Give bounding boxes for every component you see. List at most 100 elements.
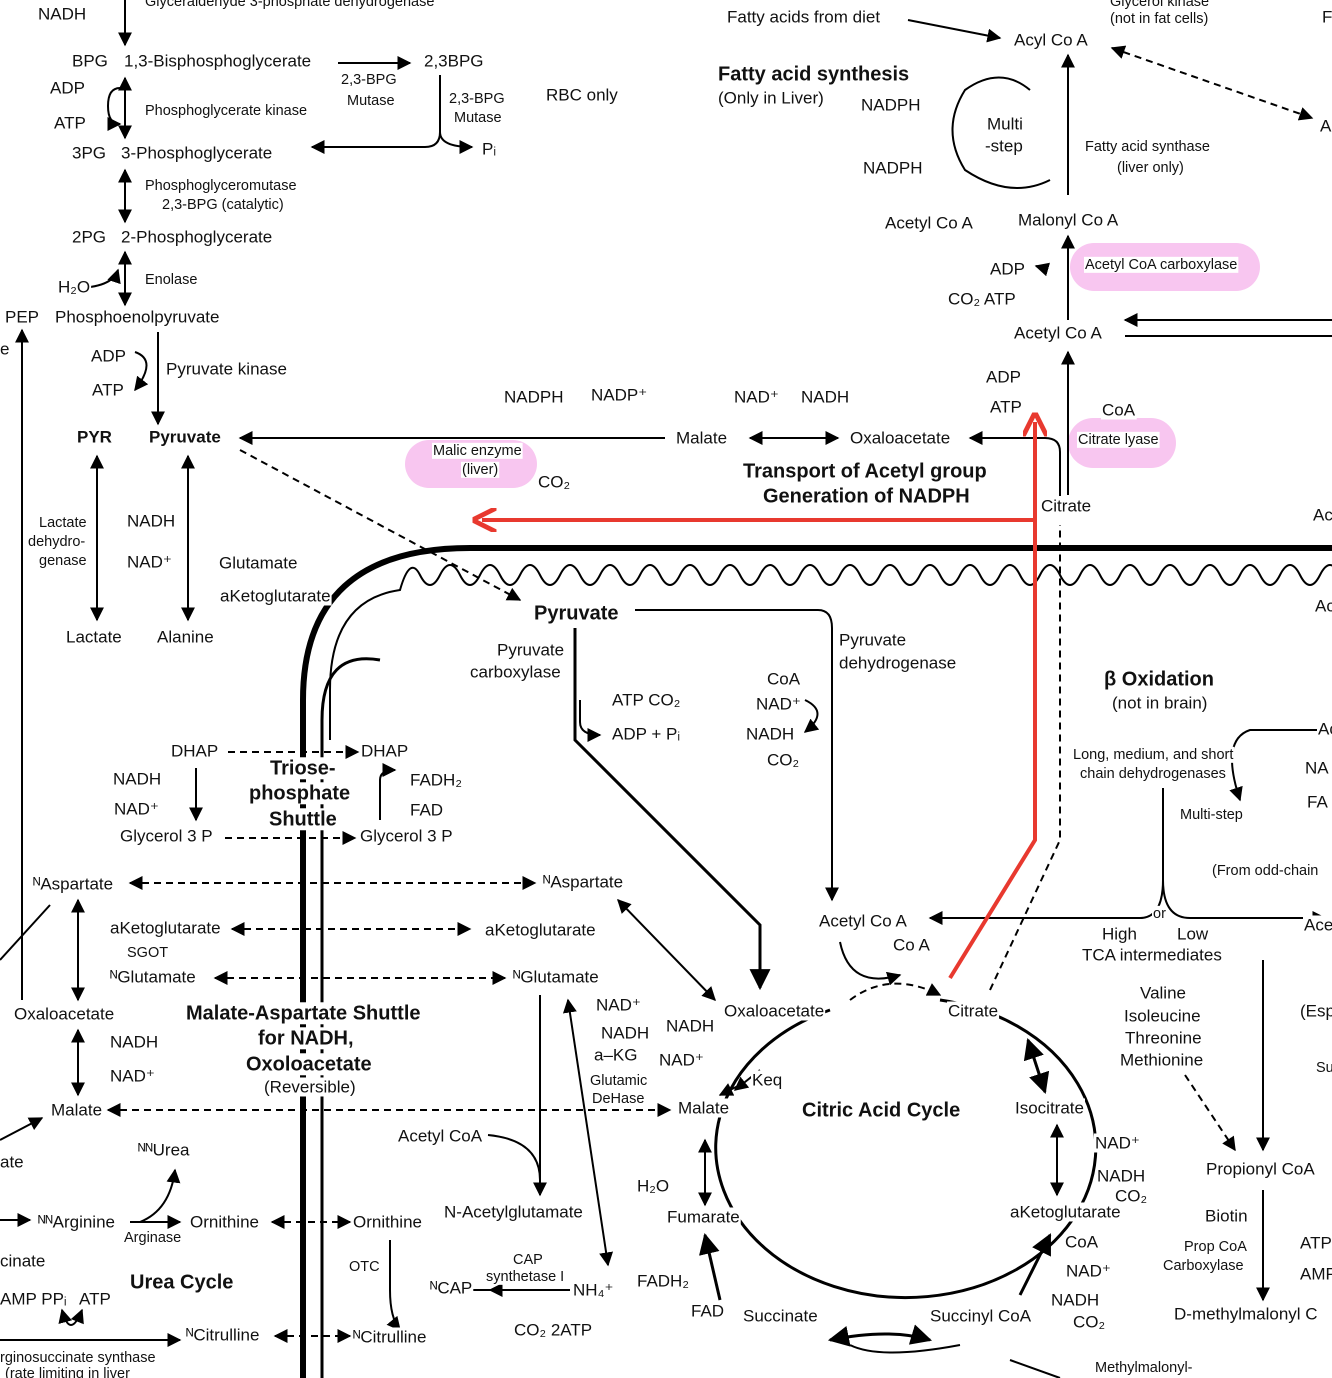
label: ᴺGlutamate xyxy=(513,967,599,986)
connector xyxy=(968,431,1061,496)
label-bg xyxy=(1081,945,1223,965)
label-bg xyxy=(690,1301,726,1321)
connector xyxy=(1018,1233,1052,1296)
connector xyxy=(239,449,522,601)
label: NAD⁺ xyxy=(1066,1261,1111,1280)
label: Acetyl Co A xyxy=(885,213,974,232)
label: Pyruvate xyxy=(497,640,564,659)
label: NADPH xyxy=(861,95,921,114)
label: Threonine xyxy=(1125,1028,1202,1047)
label-bg xyxy=(1109,10,1210,27)
label: Biotin xyxy=(1205,1206,1248,1225)
label-bg xyxy=(76,427,113,447)
label: NADH xyxy=(746,724,794,743)
label-bg xyxy=(862,158,924,178)
label-bg xyxy=(352,1327,428,1347)
label-bg xyxy=(1317,719,1332,739)
label-bg xyxy=(443,1202,584,1222)
label: PEP xyxy=(5,307,39,326)
label: NAD⁺ xyxy=(127,552,172,571)
label-bg xyxy=(453,109,503,126)
label: NAD⁺ xyxy=(596,995,641,1014)
label: Multi-step xyxy=(1180,807,1243,823)
label: NADPH xyxy=(863,158,923,177)
label-bg xyxy=(572,1280,615,1300)
label-bg xyxy=(742,1306,819,1326)
label: 2-Phosphoglycerate xyxy=(121,227,272,246)
label-bg xyxy=(37,1212,116,1232)
label-bg xyxy=(409,770,463,790)
label-bg xyxy=(989,397,1023,417)
label: CO₂ xyxy=(767,750,799,769)
label-bg xyxy=(1123,1006,1202,1026)
label-bg xyxy=(119,826,214,846)
connector xyxy=(1009,1359,1061,1378)
label: FADH₂ xyxy=(410,770,462,789)
label: aKetoglutarate xyxy=(1010,1202,1121,1221)
label-bg xyxy=(109,967,197,987)
label-bg xyxy=(126,944,170,961)
label-bg xyxy=(1094,1133,1141,1153)
label-bg xyxy=(1152,905,1168,922)
label-bg xyxy=(120,227,274,247)
label: NAD⁺ xyxy=(114,799,159,818)
label: ADP xyxy=(50,78,85,97)
label: NADH xyxy=(127,511,175,530)
label-bg xyxy=(185,1325,261,1345)
label-bg xyxy=(161,196,285,213)
label: Citrate lyase xyxy=(1078,432,1159,448)
label-bg xyxy=(4,307,41,327)
connector xyxy=(439,131,474,154)
label: Triose- xyxy=(270,757,336,779)
label-bg xyxy=(53,113,87,133)
label: Oxaloacetate xyxy=(850,428,950,447)
label-bg xyxy=(1299,1264,1332,1284)
label-bg xyxy=(1065,1261,1112,1281)
label-bg xyxy=(144,177,298,194)
label: Keq xyxy=(752,1070,782,1089)
label-bg xyxy=(423,51,485,71)
label: FAD xyxy=(691,1301,724,1320)
label-bg xyxy=(1314,596,1332,616)
label: Fatty acid synthase xyxy=(1085,139,1210,155)
label: genase xyxy=(39,553,87,569)
label: NAD⁺ xyxy=(110,1066,155,1085)
label-bg xyxy=(800,387,851,407)
label-bg xyxy=(0,339,11,359)
label: (Esp xyxy=(1300,1001,1332,1020)
label: ATP xyxy=(1300,1233,1332,1252)
label-bg xyxy=(50,1100,104,1120)
label-bg xyxy=(484,920,597,940)
label: cinate xyxy=(0,1251,45,1270)
label-bg xyxy=(593,1045,639,1065)
connector xyxy=(849,982,942,1001)
label: SGOT xyxy=(127,945,168,961)
label-bg xyxy=(109,1066,156,1086)
label-bg xyxy=(675,428,729,448)
label: Phosphoglyceromutase xyxy=(145,178,297,194)
label-bg xyxy=(218,553,299,573)
label: AMP xyxy=(1300,1264,1332,1283)
label: Acetyl CoA carboxylase xyxy=(1085,257,1237,273)
label: 2PG xyxy=(72,227,106,246)
label: ate xyxy=(0,1152,24,1171)
label-bg xyxy=(636,1271,690,1291)
connector xyxy=(839,941,902,986)
label-bg xyxy=(677,1098,731,1118)
label-bg xyxy=(591,1090,646,1107)
connector xyxy=(579,700,602,742)
label-bg xyxy=(397,1126,484,1146)
label-bg xyxy=(248,782,352,805)
label: OTC xyxy=(349,1259,380,1275)
label-bg xyxy=(269,757,337,780)
label-bg xyxy=(665,1016,716,1036)
label-bg xyxy=(545,85,620,105)
label: Pyruvate xyxy=(149,427,221,446)
label-bg xyxy=(129,1271,235,1294)
label-bg xyxy=(170,741,220,761)
label: (rate limiting in liver xyxy=(5,1366,130,1378)
label-bg xyxy=(1017,210,1120,230)
label: Co A xyxy=(893,935,931,954)
label: (Reversible) xyxy=(264,1077,356,1096)
